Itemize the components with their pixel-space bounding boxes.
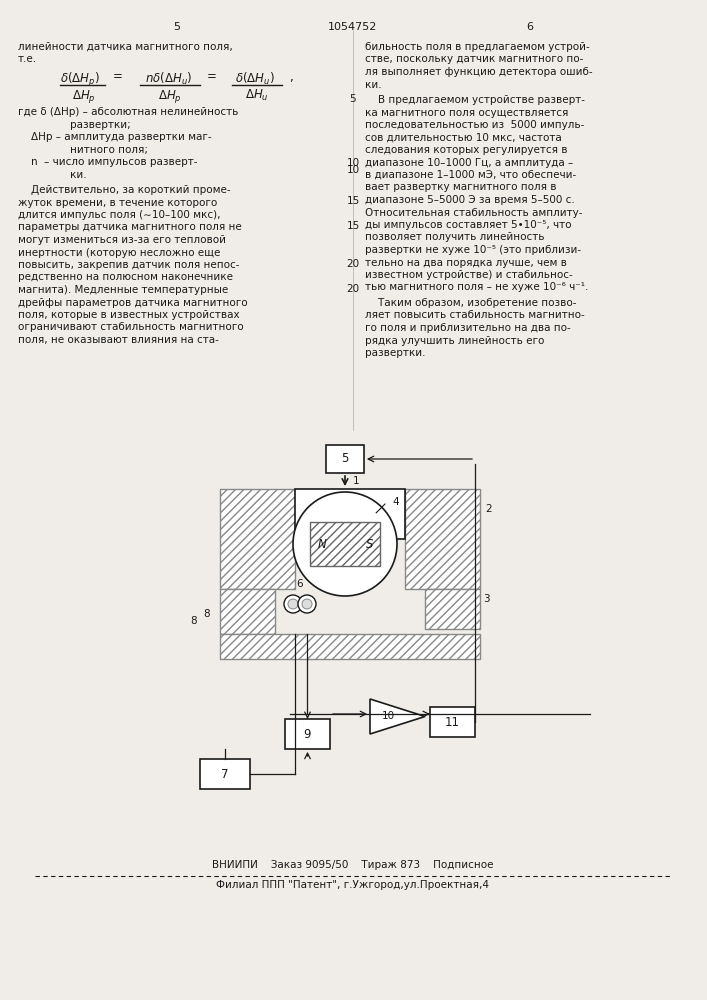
Text: $\Delta H_p$: $\Delta H_p$: [72, 88, 95, 105]
Text: Филиал ППП "Патент", г.Ужгород,ул.Проектная,4: Филиал ППП "Патент", г.Ужгород,ул.Проект…: [216, 880, 489, 890]
Text: известном устройстве) и стабильнос-: известном устройстве) и стабильнос-: [365, 270, 573, 280]
Text: В предлагаемом устройстве разверт-: В предлагаемом устройстве разверт-: [365, 95, 585, 105]
Text: 1054752: 1054752: [328, 22, 378, 32]
Bar: [295, 489, 405, 539]
Text: последовательностью из  5000 импуль-: последовательностью из 5000 импуль-: [365, 120, 585, 130]
Text: вает развертку магнитного поля в: вает развертку магнитного поля в: [365, 182, 556, 192]
Text: N: N: [317, 538, 327, 550]
Text: 15: 15: [346, 196, 360, 206]
Text: в диапазоне 1–1000 мЭ, что обеспечи-: в диапазоне 1–1000 мЭ, что обеспечи-: [365, 170, 576, 180]
Text: диапазоне 10–1000 Гц, а амплитуда –: диапазоне 10–1000 Гц, а амплитуда –: [365, 157, 573, 167]
Text: 15: 15: [346, 221, 360, 231]
Text: ки.: ки.: [18, 169, 87, 180]
Text: ,: ,: [289, 70, 293, 84]
Text: дрейфы параметров датчика магнитного: дрейфы параметров датчика магнитного: [18, 298, 247, 308]
Text: позволяет получить линейность: позволяет получить линейность: [365, 232, 544, 242]
Text: ды импульсов составляет 5•10⁻⁵, что: ды импульсов составляет 5•10⁻⁵, что: [365, 220, 571, 230]
Text: т.е.: т.е.: [18, 54, 37, 64]
Bar: [220, 489, 295, 589]
Bar: [326, 445, 364, 473]
Text: стве, поскольку датчик магнитного по-: стве, поскольку датчик магнитного по-: [365, 54, 583, 64]
Text: ограничивают стабильность магнитного: ограничивают стабильность магнитного: [18, 322, 244, 332]
Text: нитного поля;: нитного поля;: [18, 144, 148, 154]
Text: $\delta(\Delta H_p)$: $\delta(\Delta H_p)$: [60, 71, 100, 89]
Text: развертки.: развертки.: [365, 348, 426, 358]
Bar: [220, 634, 480, 659]
Circle shape: [302, 599, 312, 609]
Text: тью магнитного поля – не хуже 10⁻⁶ ч⁻¹.: тью магнитного поля – не хуже 10⁻⁶ ч⁻¹.: [365, 282, 588, 292]
Bar: [425, 589, 480, 629]
Text: Действительно, за короткий проме-: Действительно, за короткий проме-: [18, 185, 230, 195]
Bar: [310, 522, 380, 566]
Text: жуток времени, в течение которого: жуток времени, в течение которого: [18, 198, 217, 208]
Text: 5: 5: [173, 22, 180, 32]
Text: Относительная стабильность амплиту-: Относительная стабильность амплиту-: [365, 208, 583, 218]
Text: сов длительностью 10 мкс, частота: сов длительностью 10 мкс, частота: [365, 132, 562, 142]
Text: S: S: [366, 538, 374, 550]
Text: 7: 7: [221, 768, 229, 780]
Text: 5: 5: [350, 94, 356, 104]
Text: 6: 6: [297, 579, 303, 589]
Text: 9: 9: [304, 728, 311, 740]
Text: 6: 6: [527, 22, 534, 32]
Text: 8: 8: [204, 609, 210, 619]
Text: n  – число импульсов разверт-: n – число импульсов разверт-: [18, 157, 197, 167]
Text: =: =: [207, 70, 217, 84]
Circle shape: [288, 599, 298, 609]
Text: 4: 4: [392, 497, 399, 507]
Bar: [200, 759, 250, 789]
Text: $\delta(\Delta H_u)$: $\delta(\Delta H_u)$: [235, 71, 275, 87]
Text: ΔHp – амплитуда развертки маг-: ΔHp – амплитуда развертки маг-: [18, 132, 211, 142]
Text: 2: 2: [485, 504, 491, 514]
Text: длится импульс поля (∼10–100 мкс),: длится импульс поля (∼10–100 мкс),: [18, 210, 221, 220]
Text: повысить, закрепив датчик поля непос-: повысить, закрепив датчик поля непос-: [18, 260, 240, 270]
Text: 5: 5: [341, 452, 349, 466]
Circle shape: [298, 595, 316, 613]
Bar: [430, 707, 475, 737]
Text: 10: 10: [346, 158, 360, 168]
Text: ляет повысить стабильность магнитно-: ляет повысить стабильность магнитно-: [365, 310, 585, 320]
Text: редственно на полюсном наконечнике: редственно на полюсном наконечнике: [18, 272, 233, 282]
Text: $n\delta(\Delta H_u)$: $n\delta(\Delta H_u)$: [145, 71, 192, 87]
Text: 11: 11: [445, 716, 460, 728]
Text: $\Delta H_p$: $\Delta H_p$: [158, 88, 182, 105]
Text: 20: 20: [346, 284, 360, 294]
Text: го поля и приблизительно на два по-: го поля и приблизительно на два по-: [365, 323, 571, 333]
Text: бильность поля в предлагаемом устрой-: бильность поля в предлагаемом устрой-: [365, 42, 590, 52]
Text: поля, не оказывают влияния на ста-: поля, не оказывают влияния на ста-: [18, 335, 219, 345]
Text: ля выполняет функцию детектора ошиб-: ля выполняет функцию детектора ошиб-: [365, 67, 592, 77]
Text: 1: 1: [353, 476, 360, 486]
Text: диапазоне 5–5000 Э за время 5–500 с.: диапазоне 5–5000 Э за время 5–500 с.: [365, 195, 575, 205]
Text: могут измениться из-за его тепловой: могут измениться из-за его тепловой: [18, 235, 226, 245]
Polygon shape: [370, 699, 425, 734]
Text: поля, которые в известных устройствах: поля, которые в известных устройствах: [18, 310, 240, 320]
Circle shape: [284, 595, 302, 613]
Text: ки.: ки.: [365, 80, 382, 90]
Text: инертности (которую несложно еще: инертности (которую несложно еще: [18, 247, 221, 257]
Text: 20: 20: [346, 259, 360, 269]
Text: где δ (ΔHp) – абсолютная нелинейность: где δ (ΔHp) – абсолютная нелинейность: [18, 107, 238, 117]
Text: тельно на два порядка лучше, чем в: тельно на два порядка лучше, чем в: [365, 257, 567, 267]
Text: параметры датчика магнитного поля не: параметры датчика магнитного поля не: [18, 223, 242, 232]
Text: развертки;: развертки;: [18, 119, 131, 129]
Text: =: =: [113, 70, 123, 84]
Text: магнита). Медленные температурные: магнита). Медленные температурные: [18, 285, 228, 295]
Bar: [405, 489, 480, 589]
Text: $\Delta H_u$: $\Delta H_u$: [245, 88, 269, 103]
Text: 3: 3: [483, 594, 490, 604]
Text: 10: 10: [346, 165, 360, 175]
Text: ка магнитного поля осуществляется: ка магнитного поля осуществляется: [365, 107, 568, 117]
Text: 10: 10: [382, 711, 395, 721]
Text: линейности датчика магнитного поля,: линейности датчика магнитного поля,: [18, 42, 233, 52]
Text: 8: 8: [190, 616, 197, 626]
Bar: [285, 719, 330, 749]
Text: Таким образом, изобретение позво-: Таким образом, изобретение позво-: [365, 298, 576, 308]
Bar: [220, 589, 275, 634]
Text: развертки не хуже 10⁻⁵ (это приблизи-: развертки не хуже 10⁻⁵ (это приблизи-: [365, 245, 581, 255]
Circle shape: [293, 492, 397, 596]
Text: следования которых регулируется в: следования которых регулируется в: [365, 145, 568, 155]
Text: ВНИИПИ    Заказ 9095/50    Тираж 873    Подписное: ВНИИПИ Заказ 9095/50 Тираж 873 Подписное: [212, 860, 493, 870]
Text: рядка улучшить линейность его: рядка улучшить линейность его: [365, 336, 544, 346]
